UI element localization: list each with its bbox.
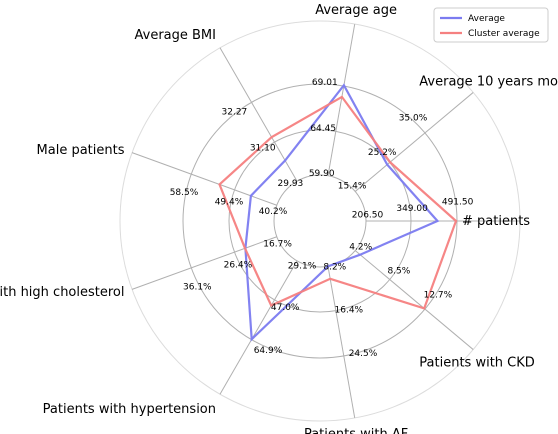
axis-label: Male patients bbox=[37, 143, 125, 158]
radar-series bbox=[218, 83, 458, 342]
tick-label: 47.0% bbox=[271, 303, 300, 313]
spoke-2 bbox=[354, 92, 474, 192]
series-line-cluster-average bbox=[218, 95, 458, 310]
legend: Average Cluster average bbox=[433, 7, 549, 43]
tick-label: 49.4% bbox=[215, 198, 244, 208]
tick-label: 15.4% bbox=[338, 181, 367, 191]
tick-label: 24.5% bbox=[349, 349, 378, 359]
legend-box bbox=[433, 7, 549, 43]
spoke-4 bbox=[219, 47, 298, 182]
tick-label: 491.50 bbox=[442, 198, 474, 208]
axis-label: Average 10 years mortality bbox=[419, 74, 558, 89]
spoke-5 bbox=[131, 152, 277, 206]
tick-label: 40.2% bbox=[259, 207, 288, 217]
tick-label: 12.7% bbox=[424, 291, 453, 301]
tick-label: 29.93 bbox=[278, 179, 304, 189]
tick-label: 26.4% bbox=[224, 261, 253, 271]
axis-label: Patients with hypertension bbox=[43, 402, 216, 417]
spoke-7 bbox=[219, 260, 298, 395]
spoke-3 bbox=[327, 23, 356, 176]
radial-tick-labels: 206.50 349.00 491.50 15.4% 25.2% 35.0% 59.90 64… bbox=[170, 78, 474, 359]
tick-label: 31.10 bbox=[250, 144, 276, 154]
legend-label: Average bbox=[468, 14, 505, 24]
legend-label: Cluster average bbox=[468, 29, 540, 39]
tick-label: 58.5% bbox=[170, 188, 199, 198]
tick-label: 59.90 bbox=[309, 169, 335, 179]
tick-label: 32.27 bbox=[222, 108, 248, 118]
tick-label: 29.1% bbox=[288, 262, 317, 272]
axis-label: Patients with high cholesterol bbox=[0, 285, 125, 300]
spoke-6 bbox=[131, 236, 277, 290]
spoke-9 bbox=[354, 250, 474, 350]
tick-label: 36.1% bbox=[183, 282, 212, 292]
axis-label: Patients with AF bbox=[304, 427, 408, 434]
tick-label: 69.01 bbox=[312, 78, 338, 88]
series-line-average bbox=[244, 83, 440, 342]
tick-label: 35.0% bbox=[399, 114, 428, 124]
tick-label: 64.45 bbox=[310, 124, 336, 134]
tick-label: 16.7% bbox=[263, 240, 292, 250]
axis-labels: # patients Average 10 years mortality Aver… bbox=[0, 3, 558, 434]
axis-label: Patients with CKD bbox=[419, 356, 535, 371]
tick-label: 8.2% bbox=[323, 263, 346, 273]
axis-label: # patients bbox=[462, 214, 530, 229]
radar-grid bbox=[119, 20, 521, 422]
axis-label: Average BMI bbox=[135, 28, 217, 43]
axis-label: Average age bbox=[315, 3, 397, 18]
tick-label: 349.00 bbox=[396, 204, 428, 214]
tick-label: 8.5% bbox=[387, 266, 410, 276]
tick-label: 16.4% bbox=[335, 305, 364, 315]
tick-label: 206.50 bbox=[352, 210, 384, 220]
tick-label: 64.9% bbox=[254, 346, 283, 356]
spoke-8 bbox=[327, 266, 356, 419]
tick-label: 4.2% bbox=[349, 242, 372, 252]
tick-label: 25.2% bbox=[368, 148, 397, 158]
